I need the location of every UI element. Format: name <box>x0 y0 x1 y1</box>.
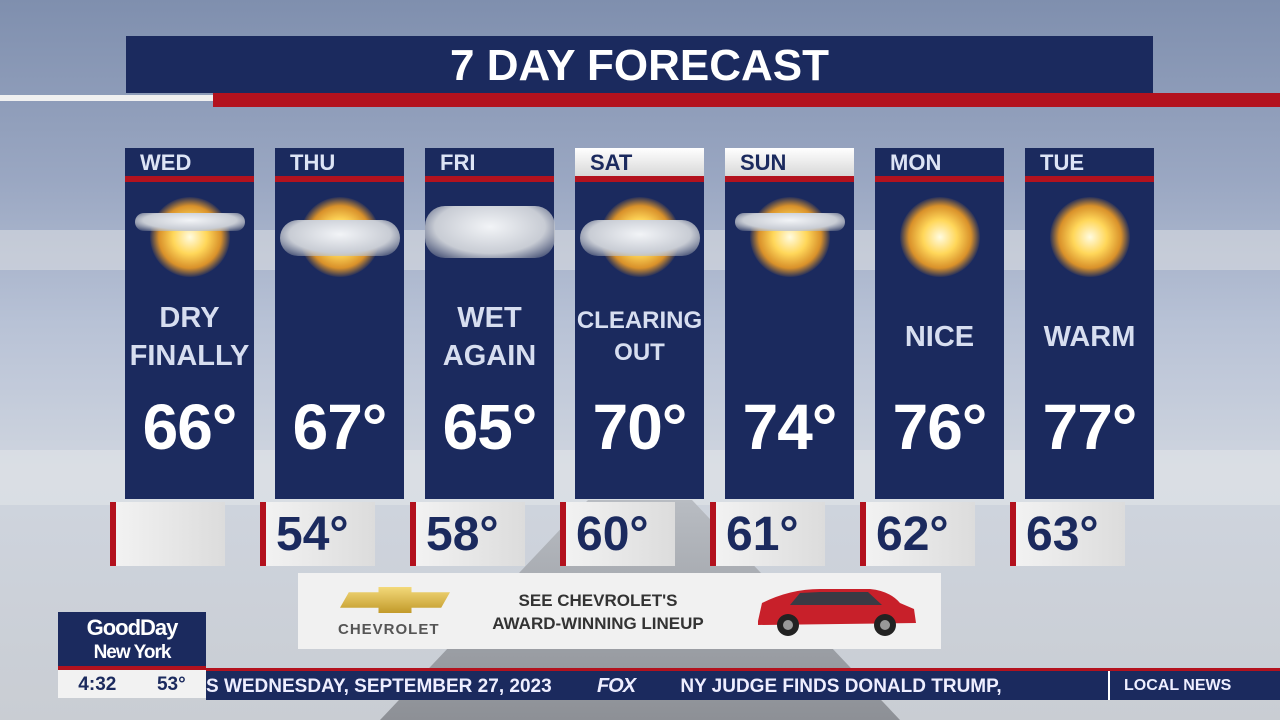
day-label: FRI <box>440 150 476 175</box>
fox-logo: FOX <box>596 675 636 697</box>
high-temp: 76° <box>892 391 988 463</box>
condition-line1: DRY <box>159 302 220 334</box>
forecast-title: 7 DAY FORECAST <box>126 36 1153 93</box>
sun-icon <box>749 197 830 277</box>
ticker-headline: NY JUDGE FINDS DONALD TRUMP, <box>680 676 1002 697</box>
condition-text <box>275 292 404 382</box>
condition-line2: FINALLY <box>129 340 250 372</box>
ad-brand: CHEVROLET <box>338 621 440 638</box>
forecast-day-mon: MON NICE 76° <box>875 148 1004 499</box>
ticker-section: LOCAL NEWS <box>1108 671 1280 700</box>
day-divider <box>275 176 404 182</box>
time-temp: 4:32 53° <box>58 670 206 698</box>
partly-cloudy-icon <box>275 182 404 292</box>
day-label: SAT <box>575 148 704 176</box>
sunny-icon <box>875 182 1004 292</box>
sun-icon <box>1049 197 1130 277</box>
sunny-icon <box>1025 182 1154 292</box>
show-name-line1: GoodDay <box>86 615 179 640</box>
low-temp: 61° <box>710 502 825 566</box>
condition-line1: NICE <box>904 321 975 353</box>
forecast-day-sun: SUN 74° <box>725 148 854 499</box>
news-ticker: S WEDNESDAY, SEPTEMBER 27, 2023 FOX NY J… <box>206 668 1280 700</box>
day-label: THU <box>290 150 336 175</box>
current-time: 4:32 <box>78 674 117 695</box>
partly-sunny-icon <box>125 182 254 292</box>
low-temp: 63° <box>1010 502 1125 566</box>
condition-text: CLEARING OUT <box>575 292 704 382</box>
day-divider <box>725 176 854 182</box>
forecast-day-thu: THU 67° <box>275 148 404 499</box>
day-divider <box>575 176 704 182</box>
condition-line1: WET <box>457 302 522 334</box>
cloud-icon <box>424 206 555 258</box>
cloud-icon <box>579 220 700 256</box>
current-temp: 53° <box>156 674 186 695</box>
car-icon <box>758 589 916 636</box>
low-temp: 60° <box>560 502 675 566</box>
show-logo: GoodDay New York <box>58 612 206 670</box>
high-temp: 67° <box>292 391 388 463</box>
sun-icon <box>899 197 980 277</box>
chevrolet-logo-icon <box>340 587 450 613</box>
condition-line2: OUT <box>614 339 665 366</box>
day-divider <box>875 176 1004 182</box>
condition-line1: WARM <box>1043 321 1136 353</box>
high-temp: 77° <box>1042 391 1138 463</box>
condition-line1: CLEARING <box>576 307 703 334</box>
condition-text: NICE <box>875 292 1004 382</box>
cloud-icon <box>279 220 400 256</box>
day-label: TUE <box>1040 150 1084 175</box>
cloudy-icon <box>424 182 555 292</box>
cloud-icon <box>134 213 245 231</box>
chevrolet-ad[interactable]: CHEVROLET SEE CHEVROLET'S AWARD-WINNING … <box>298 573 941 649</box>
low-temp: 54° <box>260 502 375 566</box>
divider <box>0 95 213 101</box>
low-temp <box>110 502 225 566</box>
ad-text: SEE CHEVROLET'S AWARD-WINNING LINEUP <box>478 589 718 635</box>
day-label: WED <box>140 150 192 175</box>
forecast-day-sat: SAT CLEARING OUT 70° <box>575 148 704 499</box>
high-temp: 65° <box>442 391 538 463</box>
condition-line2: AGAIN <box>442 340 537 372</box>
condition-text: WET AGAIN <box>425 292 554 382</box>
condition-text: WARM <box>1025 292 1154 382</box>
day-divider <box>1025 176 1154 182</box>
show-name-line2: New York <box>93 642 172 663</box>
partly-cloudy-icon <box>575 182 704 292</box>
day-divider <box>425 176 554 182</box>
high-temp: 70° <box>592 391 688 463</box>
forecast-day-fri: FRI WET AGAIN 65° <box>424 148 555 499</box>
divider <box>213 93 1280 107</box>
cloud-icon <box>734 213 845 231</box>
condition-text: DRY FINALLY <box>125 292 254 382</box>
high-temp: 74° <box>742 391 838 463</box>
sun-icon <box>149 197 230 277</box>
ticker-date: S WEDNESDAY, SEPTEMBER 27, 2023 <box>206 676 552 697</box>
day-label: MON <box>890 150 942 175</box>
condition-text <box>725 292 854 382</box>
low-temp: 58° <box>410 502 525 566</box>
high-temp: 66° <box>142 391 238 463</box>
partly-sunny-icon <box>725 182 854 292</box>
low-temp: 62° <box>860 502 975 566</box>
forecast-day-wed: WED DRY FINALLY 66° <box>125 148 254 499</box>
forecast-day-tue: TUE WARM 77° <box>1025 148 1154 499</box>
day-label: SUN <box>725 148 854 176</box>
ad-text-line1: SEE CHEVROLET'S <box>518 591 678 610</box>
ad-text-line2: AWARD-WINNING LINEUP <box>492 614 704 633</box>
day-divider <box>125 176 254 182</box>
